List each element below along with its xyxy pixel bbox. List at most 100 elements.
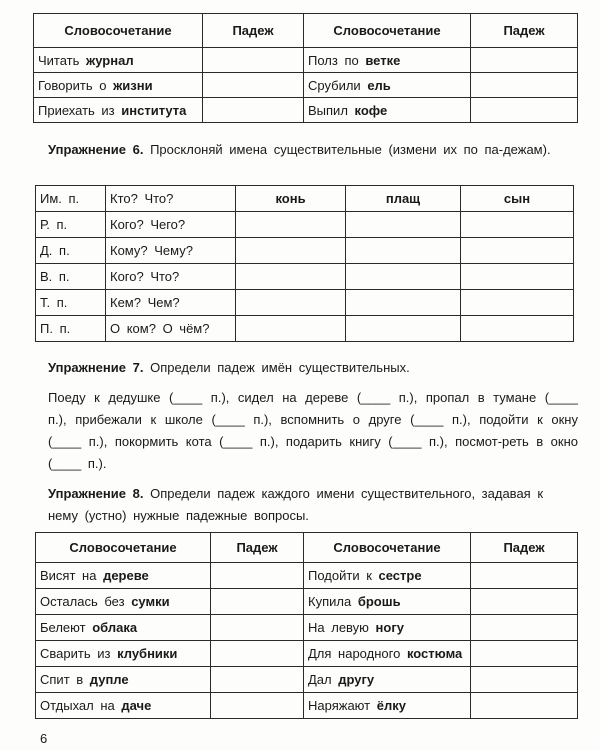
table-row: Сварить из клубники Для народного костюма: [35, 640, 578, 667]
phrase-noun: костюма: [406, 646, 463, 661]
phrase-noun: сумки: [131, 594, 170, 609]
phrase-noun: ёлку: [376, 698, 406, 713]
phrase-text: Спит в: [40, 672, 84, 687]
answer-cell[interactable]: [345, 289, 461, 316]
header-phrase: Словосочетание: [33, 13, 203, 48]
answer-cell[interactable]: [235, 237, 346, 264]
answer-cell[interactable]: [470, 97, 578, 123]
exercise7-instructions: Упражнение 7. Определи падеж имён сущест…: [48, 357, 578, 379]
phrase-noun: даче: [121, 698, 152, 713]
answer-cell[interactable]: [345, 211, 461, 238]
phrase-noun: облака: [92, 620, 138, 635]
answer-cell[interactable]: [235, 211, 346, 238]
phrase-cell: Читать журнал: [33, 47, 203, 73]
answer-cell[interactable]: [210, 562, 304, 589]
table-header-row: Словосочетание Падеж Словосочетание Паде…: [33, 13, 578, 48]
exercise-label: Упражнение 7.: [48, 360, 144, 375]
answer-cell[interactable]: [210, 588, 304, 615]
phrase-cell: Сварить из клубники: [35, 640, 211, 667]
exercise7-paragraph: Поеду к дедушке (____ п.), сидел на дере…: [48, 390, 578, 471]
answer-cell[interactable]: [470, 72, 578, 98]
phrase-cell: Белеют облака: [35, 614, 211, 641]
phrase-text: Висят на: [40, 568, 97, 583]
table-row: Т. п. Кем? Чем?: [35, 289, 574, 316]
answer-cell[interactable]: [470, 692, 578, 719]
header-case: Падеж: [210, 532, 304, 563]
answer-cell[interactable]: [235, 263, 346, 290]
phrase-text: Читать: [38, 52, 80, 68]
answer-cell[interactable]: [210, 614, 304, 641]
answer-cell[interactable]: [470, 614, 578, 641]
answer-cell[interactable]: [470, 47, 578, 73]
phrase-noun: жизни: [113, 77, 153, 93]
phrase-text: Приехать из: [38, 102, 115, 118]
case-cell: Т. п.: [35, 289, 106, 316]
answer-cell[interactable]: [460, 211, 574, 238]
answer-cell[interactable]: [345, 263, 461, 290]
phrase-noun: кофе: [354, 102, 388, 118]
table-row: Читать журнал Полз по ветке: [33, 47, 578, 73]
table-row: В. п. Кого? Что?: [35, 263, 574, 290]
exercise-text: Определи падеж каждого имени существител…: [48, 486, 544, 523]
phrase-cell: Спит в дупле: [35, 666, 211, 693]
phrase-cell: Для народного костюма: [303, 640, 471, 667]
answer-cell[interactable]: [470, 562, 578, 589]
phrase-cell: Приехать из института: [33, 97, 203, 123]
phrase-noun: института: [121, 102, 187, 118]
phrase-cell: Купила брошь: [303, 588, 471, 615]
phrase-cell: Полз по ветке: [303, 47, 471, 73]
answer-cell[interactable]: [345, 237, 461, 264]
table-row: Белеют облака На левую ногу: [35, 614, 578, 641]
exercise8-instructions: Упражнение 8. Определи падеж каждого име…: [48, 483, 578, 527]
header-phrase: Словосочетание: [35, 532, 211, 563]
answer-cell[interactable]: [202, 47, 304, 73]
phrase-text: Говорить о: [38, 77, 107, 93]
phrase-cell: Дал другу: [303, 666, 471, 693]
question-cell: Кому? Чему?: [105, 237, 236, 264]
exercise8-table: Словосочетание Падеж Словосочетание Паде…: [35, 532, 578, 719]
answer-cell[interactable]: [210, 640, 304, 667]
header-case: Падеж: [470, 13, 578, 48]
table-row: Им. п. Кто? Что? конь плащ сын: [35, 185, 574, 212]
phrase-text: Сварить из: [40, 646, 111, 661]
phrase-cell: Срубили ель: [303, 72, 471, 98]
answer-cell[interactable]: [235, 315, 346, 342]
declension-table: Им. п. Кто? Что? конь плащ сын Р. п. Кого? Чег…: [35, 185, 574, 342]
header-case: Падеж: [470, 532, 578, 563]
answer-cell[interactable]: [460, 315, 574, 342]
phrase-noun: дереве: [103, 568, 149, 583]
answer-cell[interactable]: [235, 289, 346, 316]
phrase-noun: ветке: [365, 52, 401, 68]
answer-cell[interactable]: [460, 289, 574, 316]
question-cell: Кого? Чего?: [105, 211, 236, 238]
question-cell: Кого? Что?: [105, 263, 236, 290]
phrase-cell: Говорить о жизни: [33, 72, 203, 98]
word-header: сын: [460, 185, 574, 212]
answer-cell[interactable]: [460, 237, 574, 264]
phrase-noun: другу: [338, 672, 375, 687]
phrase-text: Наряжают: [308, 698, 371, 713]
table-row: Р. п. Кого? Чего?: [35, 211, 574, 238]
phrase-noun: ногу: [375, 620, 404, 635]
phrase-text: Для народного: [308, 646, 401, 661]
answer-cell[interactable]: [460, 263, 574, 290]
phrase-cell: Осталась без сумки: [35, 588, 211, 615]
table-header-row: Словосочетание Падеж Словосочетание Паде…: [35, 532, 578, 563]
answer-cell[interactable]: [470, 666, 578, 693]
answer-cell[interactable]: [202, 97, 304, 123]
answer-cell[interactable]: [210, 692, 304, 719]
answer-cell[interactable]: [470, 588, 578, 615]
phrase-text: Купила: [308, 594, 352, 609]
phrase-text: На левую: [308, 620, 369, 635]
answer-cell[interactable]: [345, 315, 461, 342]
phrase-text: Белеют: [40, 620, 86, 635]
answer-cell[interactable]: [202, 72, 304, 98]
answer-cell[interactable]: [210, 666, 304, 693]
phrase-cell: Отдыхал на даче: [35, 692, 211, 719]
table-row: Д. п. Кому? Чему?: [35, 237, 574, 264]
exercise5-table: Словосочетание Падеж Словосочетание Паде…: [33, 13, 578, 123]
answer-cell[interactable]: [470, 640, 578, 667]
phrase-noun: ель: [367, 77, 391, 93]
exercise-label: Упражнение 6.: [48, 142, 144, 157]
exercise-text: Определи падеж имён существительных.: [150, 360, 410, 375]
